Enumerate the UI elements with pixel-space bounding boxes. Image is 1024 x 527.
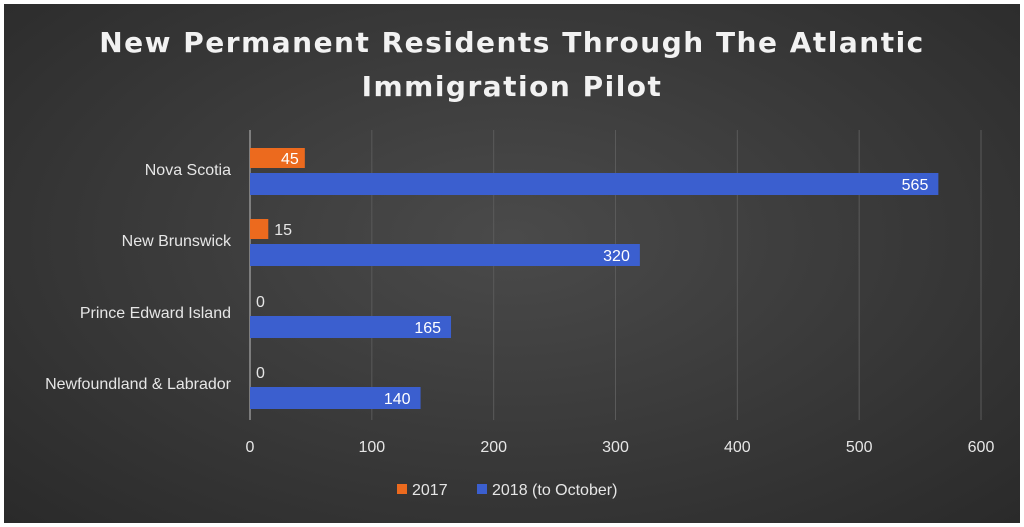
bar-2017 bbox=[250, 148, 305, 168]
x-tick-label: 300 bbox=[602, 439, 629, 456]
bar-2018 bbox=[250, 173, 939, 195]
bar-2017 bbox=[250, 219, 269, 239]
chart-title-line-2: Immigration Pilot bbox=[361, 70, 663, 103]
category-label: Nova Scotia bbox=[145, 162, 231, 179]
data-label-2017: 15 bbox=[274, 222, 292, 239]
data-label-2018: 140 bbox=[384, 391, 411, 408]
data-label-2018: 320 bbox=[603, 248, 630, 265]
category-label: Prince Edward Island bbox=[80, 305, 231, 322]
data-label-2018: 165 bbox=[414, 320, 441, 337]
legend-swatch-2017 bbox=[397, 484, 407, 494]
data-label-2017: 0 bbox=[256, 294, 265, 311]
legend-label-2017: 2017 bbox=[412, 482, 448, 499]
data-label-2017: 0 bbox=[256, 365, 265, 382]
chart-title-line-1: New Permanent Residents Through The Atla… bbox=[99, 26, 925, 59]
legend-swatch-2018 bbox=[477, 484, 487, 494]
category-label: Newfoundland & Labrador bbox=[45, 376, 232, 393]
bar-2018 bbox=[250, 244, 640, 266]
x-tick-label: 600 bbox=[968, 439, 995, 456]
x-tick-label: 100 bbox=[358, 439, 385, 456]
x-tick-label: 200 bbox=[480, 439, 507, 456]
bar-2018 bbox=[250, 387, 421, 409]
category-label: New Brunswick bbox=[122, 233, 232, 250]
x-tick-label: 500 bbox=[846, 439, 873, 456]
x-tick-label: 400 bbox=[724, 439, 751, 456]
bar-2018 bbox=[250, 316, 452, 338]
x-tick-label: 0 bbox=[246, 439, 255, 456]
data-label-2018: 565 bbox=[902, 177, 929, 194]
data-label-2017: 45 bbox=[281, 151, 299, 168]
legend-label-2018: 2018 (to October) bbox=[492, 482, 617, 499]
